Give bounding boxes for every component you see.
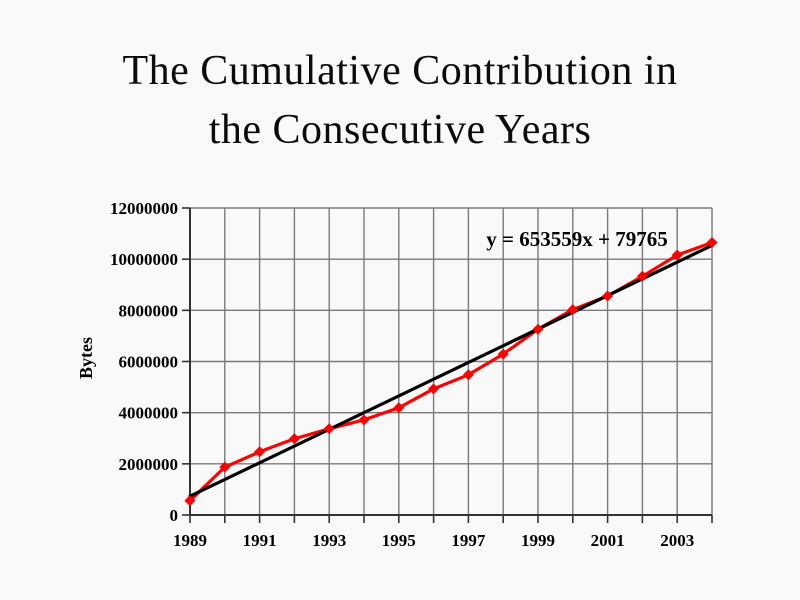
x-tick-label: 1997 [451,531,486,550]
chart-title-line2: the Consecutive Years [208,107,592,153]
series-marker [393,402,405,414]
series-marker [219,461,231,473]
series-marker [358,414,370,426]
series-marker [671,249,683,261]
series-marker [462,369,474,381]
series-marker [184,495,196,507]
series-marker [497,348,509,360]
x-tick-label: 1989 [173,531,207,550]
x-tick-label: 2001 [591,531,625,550]
y-tick-label: 10000000 [110,250,178,269]
trendline [188,243,714,498]
x-tick-label: 1995 [382,531,416,550]
y-tick-label: 12000000 [110,199,178,218]
series-marker [254,446,266,458]
series-marker [636,270,648,282]
series-marker [288,433,300,445]
series-marker [706,237,718,249]
y-axis-title: Bytes [76,337,96,379]
series-marker [428,383,440,395]
y-tick-label: 0 [170,506,179,525]
chart-title-line1: The Cumulative Contribution in [122,48,678,94]
y-tick-label: 4000000 [119,404,179,423]
x-tick-label: 1991 [243,531,277,550]
y-tick-label: 6000000 [119,353,179,372]
trendline-equation: y = 653559x + 79765 [486,227,667,251]
series-marker [567,304,579,316]
x-tick-label: 1999 [521,531,555,550]
x-tick-label: 2003 [660,531,694,550]
series-marker [323,423,335,435]
series-marker [532,323,544,335]
y-tick-label: 8000000 [119,301,179,320]
series-marker [602,290,614,302]
x-tick-label: 1993 [312,531,346,550]
chart-title: The Cumulative Contribution in the Conse… [0,42,800,160]
y-tick-label: 2000000 [119,455,179,474]
